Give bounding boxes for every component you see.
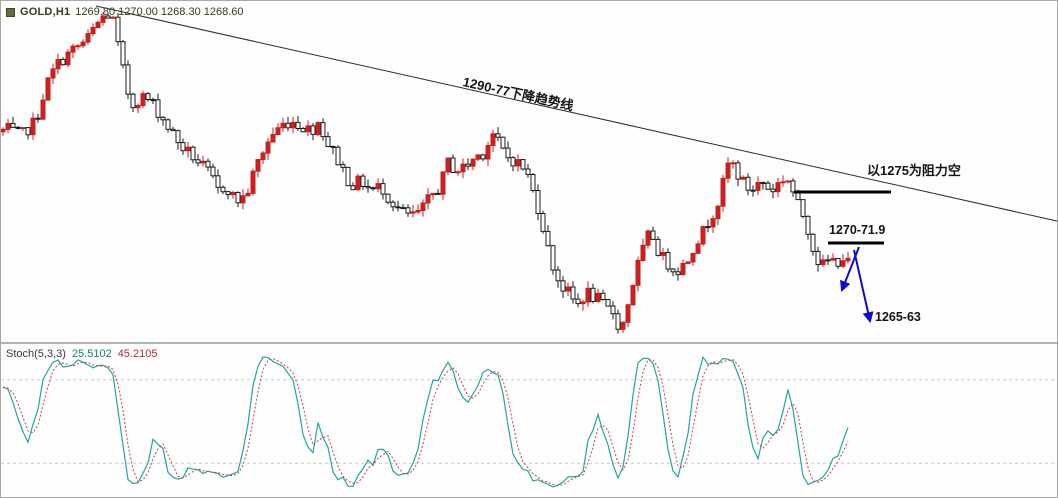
stochastic-d-value: 45.2105 [117,348,158,360]
descending-trendline[interactable] [95,5,1057,222]
projection-arrow-2[interactable] [853,249,874,324]
symbol-timeframe-label: GOLD,H1 [20,6,71,18]
stochastic-header: Stoch(5,3,3) 25.5102 45.2105 [6,348,157,360]
zone-annotation-label[interactable]: 1270-71.9 [829,223,886,237]
stochastic-k-value: 25.5102 [71,348,112,360]
chart-icon [6,7,15,17]
stoch-d-line [2,358,849,487]
projection-arrow-1[interactable] [840,246,860,293]
stochastic-name-label: Stoch(5,3,3) [6,348,66,360]
main-price-chart[interactable] [1,1,1058,342]
resistance-annotation-label[interactable]: 以1275为阻力空 [867,163,961,178]
candlestick-series [1,12,851,334]
chart-header: GOLD,H1 1269.80 1270.00 1268.30 1268.60 [6,6,244,18]
stochastic-panel[interactable] [1,344,1058,498]
ohlc-values: 1269.80 1270.00 1268.30 1268.60 [75,6,244,18]
stoch-k-line [2,355,849,488]
panel-divider[interactable] [1,342,1057,344]
target-annotation-label[interactable]: 1265-63 [875,310,921,324]
